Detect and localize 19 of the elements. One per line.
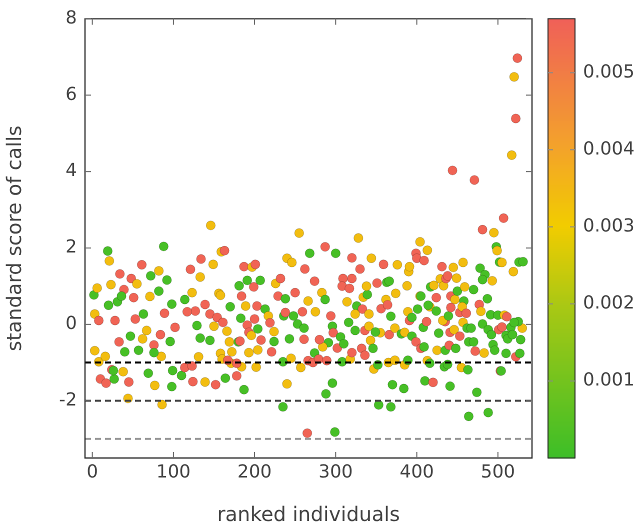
y-tick-label: 4 <box>66 160 77 182</box>
color-bar-label: 0.003 <box>583 216 635 237</box>
x-tick-label: 200 <box>237 461 272 482</box>
y-tick-label: 6 <box>66 84 77 105</box>
x-tick-label: 100 <box>156 461 191 482</box>
x-tick-label: 500 <box>480 461 516 482</box>
x-axis-title: ranked individuals <box>217 502 400 526</box>
color-bar-label: 0.002 <box>583 292 635 314</box>
color-bar-label: 0.004 <box>583 138 635 160</box>
color-bar-label: 0.001 <box>583 370 635 391</box>
y-axis-title: standard score of calls <box>2 126 26 352</box>
x-tick-label: 400 <box>400 461 434 482</box>
y-tick-label: 0 <box>66 313 77 334</box>
x-tick-label: 300 <box>318 461 353 482</box>
y-tick-label: 8 <box>66 7 77 28</box>
x-tick-label: 0 <box>86 461 98 482</box>
color-bar-label: 0.005 <box>583 61 635 82</box>
y-tick-label: -2 <box>59 389 77 410</box>
y-tick-label: 2 <box>66 236 77 258</box>
